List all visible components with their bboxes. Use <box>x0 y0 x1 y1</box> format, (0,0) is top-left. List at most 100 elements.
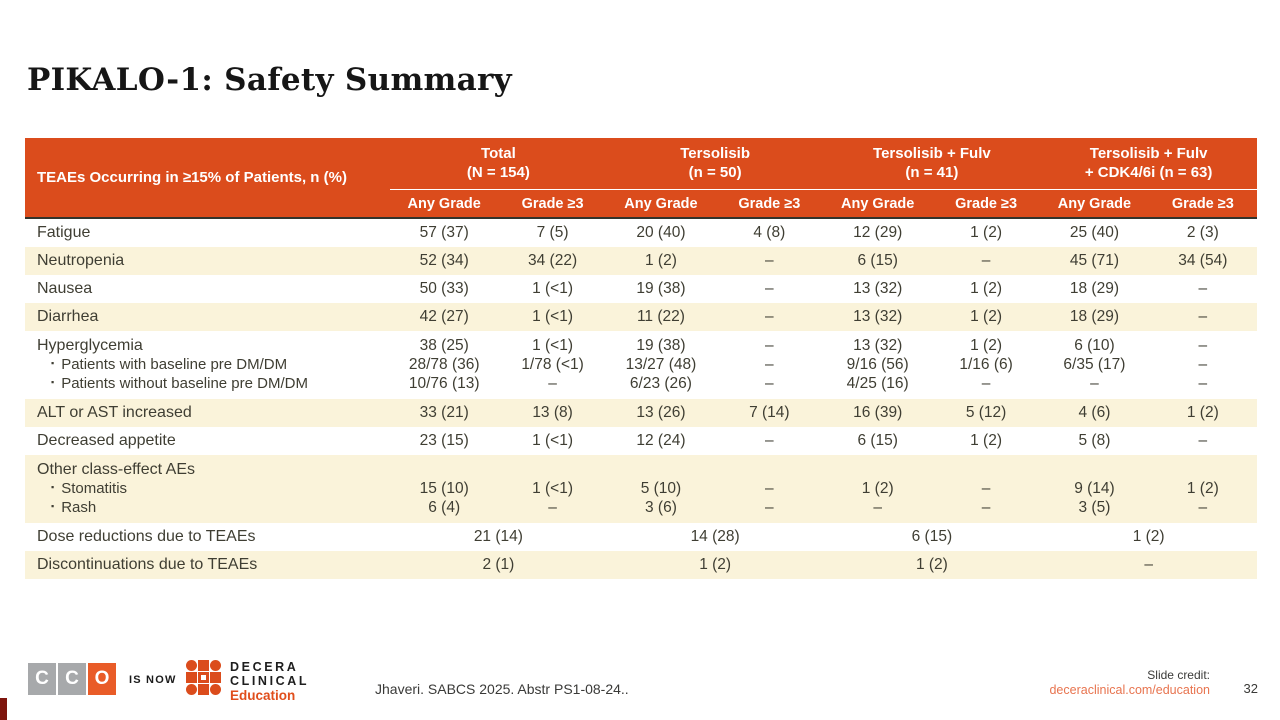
cell: 2 (3) <box>1186 224 1219 241</box>
is-now-label: IS NOW <box>129 674 177 686</box>
cell: 6/35 (17) <box>1063 356 1126 373</box>
cell: 1 (2) <box>970 308 1002 325</box>
cell: – <box>1198 356 1208 373</box>
row-label-group: Other class-effect AEs ▪ Stomatitis ▪ Rash <box>25 460 390 517</box>
row-label: Hyperglycemia <box>37 337 143 354</box>
subheader-any-grade: Any Grade <box>624 195 698 212</box>
cell-group: 13 (32) 9/16 (56) 4/25 (16) <box>824 336 932 393</box>
cell: 1 (<1) <box>532 308 574 325</box>
table-header: TEAEs Occurring in ≥15% of Patients, n (… <box>25 138 1257 219</box>
subheader-grade3: Grade ≥3 <box>955 195 1018 212</box>
group-n: (N = 154) <box>466 163 530 181</box>
merged-cell: – <box>1144 556 1153 573</box>
sub-label-text: Stomatitis <box>61 480 128 497</box>
group-n: (n = 50) <box>688 163 742 181</box>
cell: 5 (12) <box>965 404 1007 421</box>
cell: 4/25 (16) <box>846 375 909 392</box>
row-label: Dose reductions due to TEAEs <box>37 528 256 545</box>
cell: 19 (38) <box>636 337 686 354</box>
cell: 1 (<1) <box>532 432 574 449</box>
cell: – <box>765 337 774 354</box>
cco-logo: C C O <box>28 663 116 695</box>
cell: 28/78 (36) <box>408 356 480 373</box>
cell <box>1040 460 1148 479</box>
cell-group: 1 (<1) – <box>498 460 606 517</box>
subheader-any-grade: Any Grade <box>841 195 915 212</box>
sub-label-text: Patients with baseline pre DM/DM <box>61 356 288 373</box>
merged-cell: 2 (1) <box>482 556 515 573</box>
cco-letter: O <box>94 668 110 689</box>
cell: – <box>1198 375 1208 392</box>
cell: 1 (2) <box>861 480 894 497</box>
cell: 12 (24) <box>636 432 686 449</box>
table-row: Diarrhea 42 (27) 1 (<1) 11 (22) – 13 (32… <box>25 303 1257 331</box>
cell: – <box>981 499 991 516</box>
cell: 10/76 (13) <box>408 375 480 392</box>
cell: 1 (<1) <box>532 480 574 497</box>
cco-logo-letter: C <box>28 663 56 695</box>
row-sub-label: ▪ Stomatitis <box>37 479 390 498</box>
decera-education-label: Education <box>230 688 296 703</box>
slide-credit-link[interactable]: deceraclinical.com/education <box>1049 683 1210 697</box>
cell: 34 (22) <box>528 252 578 269</box>
cell: 1 (<1) <box>532 280 574 297</box>
group-label: Tersolisib + Fulv <box>1089 144 1208 162</box>
cell-group: – – <box>715 460 823 517</box>
cell-group: 1 (<1) 1/78 (<1) – <box>498 336 606 393</box>
cell: – <box>1198 499 1208 516</box>
cell: 4 (6) <box>1078 404 1111 421</box>
table-row: Dose reductions due to TEAEs 21 (14) 14 … <box>25 523 1257 551</box>
cell: – <box>873 499 882 516</box>
subheader-any-grade: Any Grade <box>1057 195 1132 212</box>
cell: 1 (2) <box>1186 404 1219 421</box>
cell: 9/16 (56) <box>846 356 909 373</box>
row-label-group: Hyperglycemia ▪ Patients with baseline pr… <box>25 336 390 393</box>
cell: 20 (40) <box>636 224 686 241</box>
table-row: Decreased appetite 23 (15) 1 (<1) 12 (24… <box>25 427 1257 455</box>
group-header-tersolisib-fulv: Tersolisib + Fulv (n = 41) <box>823 138 1041 190</box>
cell: 6 (4) <box>428 499 461 516</box>
cell: 33 (21) <box>419 404 469 421</box>
subheader-grade3: Grade ≥3 <box>738 195 801 212</box>
group-label: Total <box>481 144 516 162</box>
cell: 57 (37) <box>419 224 469 241</box>
cell: – <box>1198 280 1208 297</box>
merged-cell: 21 (14) <box>473 528 523 545</box>
cell-group: 19 (38) 13/27 (48) 6/23 (26) <box>607 336 715 393</box>
cell: 50 (33) <box>419 280 469 297</box>
page-number: 32 <box>1243 681 1258 696</box>
subheader-grade3: Grade ≥3 <box>521 195 584 212</box>
cell: 38 (25) <box>419 337 469 354</box>
cell: – <box>981 252 991 269</box>
cell <box>498 460 606 479</box>
merged-cell: 1 (2) <box>699 556 732 573</box>
cell-group: – – – <box>715 336 823 393</box>
merged-cell: 1 (2) <box>915 556 948 573</box>
cell: 13 (8) <box>532 404 573 421</box>
group-n: (n = 41) <box>905 163 959 181</box>
cell-group: 1 (2) – <box>824 460 932 517</box>
cell-group: – – – <box>1149 336 1257 393</box>
safety-table: TEAEs Occurring in ≥15% of Patients, n (… <box>25 138 1257 579</box>
cell: 13 (32) <box>853 280 903 297</box>
corner-accent-bar <box>0 698 7 720</box>
cell: 18 (29) <box>1069 280 1119 297</box>
cell: 5 (10) <box>640 480 682 497</box>
cell: 18 (29) <box>1069 308 1119 325</box>
cell: 23 (15) <box>419 432 469 449</box>
cell: – <box>548 375 557 392</box>
row-label: Fatigue <box>37 224 91 241</box>
cco-letter: C <box>35 668 49 689</box>
cell: 13 (32) <box>853 308 903 325</box>
subheader-any-grade: Any Grade <box>407 195 481 212</box>
slide-credit: Slide credit: deceraclinical.com/educati… <box>1049 668 1210 698</box>
cell-group: 6 (10) 6/35 (17) – <box>1040 336 1148 393</box>
bullet-icon: ▪ <box>51 501 55 511</box>
cell: 12 (29) <box>853 224 903 241</box>
cell: 42 (27) <box>419 308 469 325</box>
row-sub-label: ▪ Patients without baseline pre DM/DM <box>37 374 390 393</box>
cell: 1 (<1) <box>532 337 574 354</box>
cell: 13 (32) <box>853 337 903 354</box>
cell: 16 (39) <box>853 404 903 421</box>
